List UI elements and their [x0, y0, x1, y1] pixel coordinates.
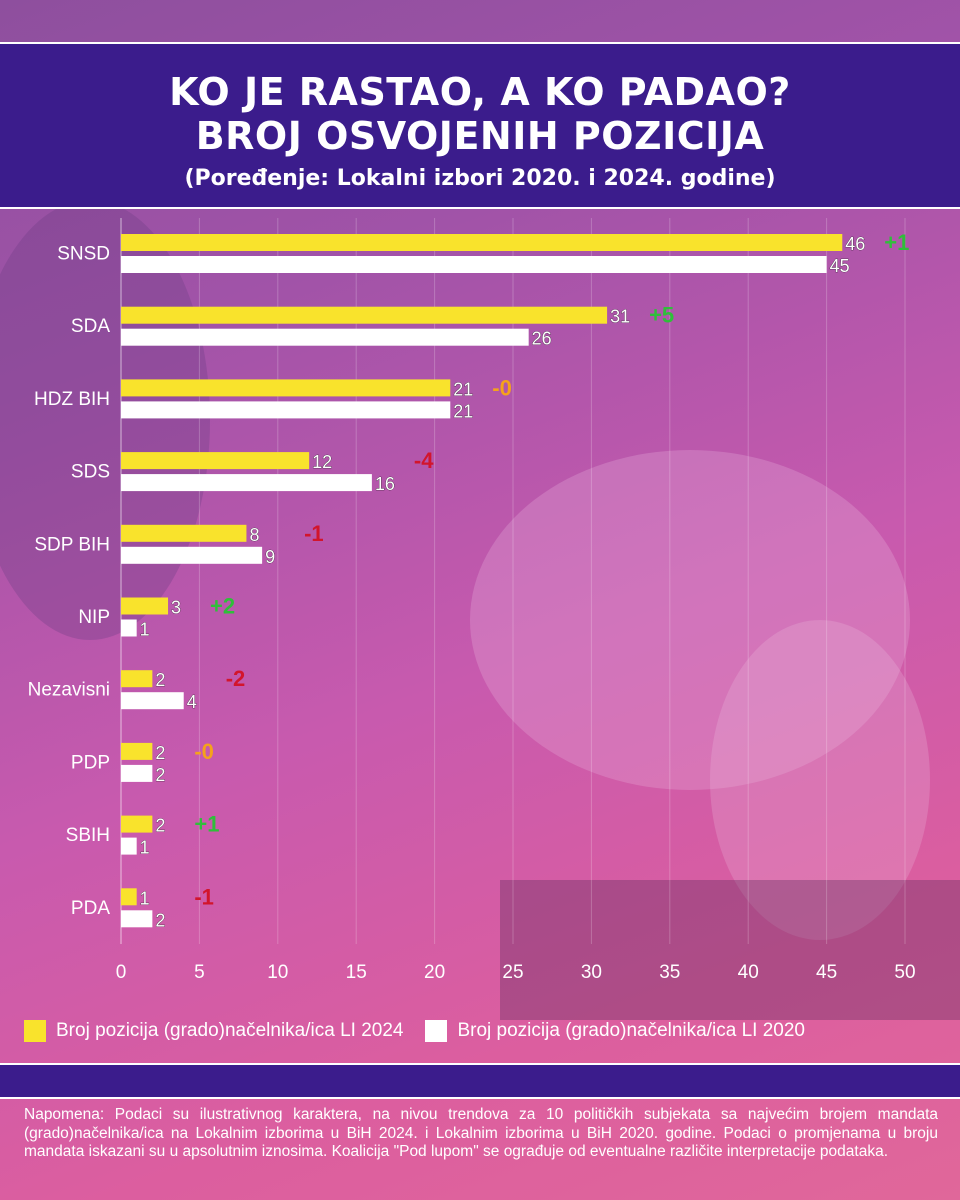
- value-label-2020-5: 1: [140, 620, 150, 640]
- legend: Broj pozicija (grado)načelnika/ica LI 20…: [24, 1016, 944, 1046]
- legend-label-2020: Broj pozicija (grado)načelnika/ica LI 20…: [457, 1020, 805, 1041]
- value-label-2024-0: 46: [845, 234, 865, 254]
- value-label-2020-6: 4: [187, 692, 197, 712]
- bar-2024-5: [121, 597, 169, 615]
- difference-label-5: +2: [210, 594, 235, 619]
- x-tick-label-0: 0: [116, 962, 127, 983]
- value-label-2024-2: 21: [453, 379, 473, 399]
- category-label-1: SDA: [71, 316, 110, 337]
- value-label-2020-1: 26: [532, 329, 552, 349]
- value-label-2024-8: 2: [155, 816, 165, 836]
- value-label-2024-4: 8: [249, 525, 259, 545]
- value-label-2024-6: 2: [155, 670, 165, 690]
- value-label-2020-8: 1: [140, 838, 150, 858]
- difference-label-9: -1: [194, 884, 214, 909]
- value-label-2020-0: 45: [830, 256, 850, 276]
- x-tick-label-20: 20: [424, 962, 445, 983]
- bottom-banner: [0, 1063, 960, 1099]
- value-label-2020-2: 21: [453, 401, 473, 421]
- category-label-7: PDP: [71, 752, 110, 773]
- legend-label-2024: Broj pozicija (grado)načelnika/ica LI 20…: [56, 1020, 404, 1041]
- legend-swatch-2024: [24, 1020, 46, 1042]
- bar-2024-0: [121, 234, 843, 251]
- bar-2020-2: [121, 401, 451, 419]
- x-tick-label-50: 50: [894, 962, 915, 983]
- value-label-2024-5: 3: [171, 598, 181, 618]
- x-tick-label-40: 40: [738, 962, 759, 983]
- x-tick-label-30: 30: [581, 962, 602, 983]
- value-label-2024-1: 31: [610, 307, 630, 327]
- difference-label-8: +1: [194, 812, 219, 837]
- difference-label-6: -2: [226, 666, 246, 691]
- category-label-0: SNSD: [57, 244, 110, 265]
- x-tick-label-45: 45: [816, 962, 837, 983]
- bar-2020-9: [121, 910, 153, 928]
- category-label-6: Nezavisni: [28, 680, 110, 701]
- bar-2020-5: [121, 619, 137, 637]
- bar-2024-4: [121, 524, 247, 542]
- bar-2024-1: [121, 306, 608, 324]
- bar-2020-1: [121, 328, 529, 346]
- x-tick-label-35: 35: [659, 962, 680, 983]
- bar-2020-7: [121, 764, 153, 782]
- bar-2020-3: [121, 474, 372, 492]
- category-label-8: SBIH: [66, 825, 110, 846]
- difference-label-2: -0: [492, 375, 512, 400]
- header-banner: KO JE RASTAO, A KO PADAO? BROJ OSVOJENIH…: [0, 42, 960, 209]
- bar-2024-8: [121, 815, 153, 833]
- value-label-2020-4: 9: [265, 547, 275, 567]
- bar-2020-4: [121, 546, 263, 564]
- legend-swatch-2020: [425, 1020, 448, 1042]
- value-label-2024-3: 12: [312, 452, 332, 472]
- difference-label-1: +5: [649, 303, 674, 328]
- x-tick-label-5: 5: [194, 962, 205, 983]
- difference-label-0: +1: [884, 230, 909, 255]
- bar-2024-3: [121, 452, 310, 470]
- subtitle: (Poređenje: Lokalni izbori 2020. i 2024.…: [184, 166, 776, 191]
- bar-2020-8: [121, 837, 137, 855]
- x-tick-label-25: 25: [502, 962, 523, 983]
- title-line-2: BROJ OSVOJENIH POZICIJA: [195, 114, 765, 158]
- difference-label-4: -1: [304, 521, 324, 546]
- bar-2024-7: [121, 742, 153, 760]
- difference-label-7: -0: [194, 739, 214, 764]
- x-tick-label-10: 10: [267, 962, 288, 983]
- category-label-4: SDP BIH: [34, 534, 110, 555]
- bar-2020-0: [121, 256, 827, 273]
- category-label-2: HDZ BIH: [34, 389, 110, 410]
- value-label-2024-9: 1: [140, 888, 150, 908]
- x-tick-label-15: 15: [346, 962, 367, 983]
- value-label-2020-9: 2: [155, 910, 165, 930]
- bar-2024-9: [121, 888, 137, 906]
- title-line-1: KO JE RASTAO, A KO PADAO?: [169, 70, 791, 114]
- bar-2024-2: [121, 379, 451, 397]
- category-label-3: SDS: [71, 462, 110, 483]
- legend-item-2024: Broj pozicija (grado)načelnika/ica LI 20…: [24, 1020, 403, 1042]
- difference-label-3: -4: [414, 448, 434, 473]
- category-label-9: PDA: [71, 898, 110, 919]
- value-label-2024-7: 2: [155, 743, 165, 763]
- value-label-2020-7: 2: [155, 765, 165, 785]
- value-label-2020-3: 16: [375, 474, 395, 494]
- category-label-5: NIP: [78, 607, 110, 628]
- bar-2024-6: [121, 670, 153, 688]
- footnote: Napomena: Podaci su ilustrativnog karakt…: [24, 1106, 938, 1160]
- bar-2020-6: [121, 692, 184, 710]
- legend-item-2020: Broj pozicija (grado)načelnika/ica LI 20…: [425, 1020, 805, 1042]
